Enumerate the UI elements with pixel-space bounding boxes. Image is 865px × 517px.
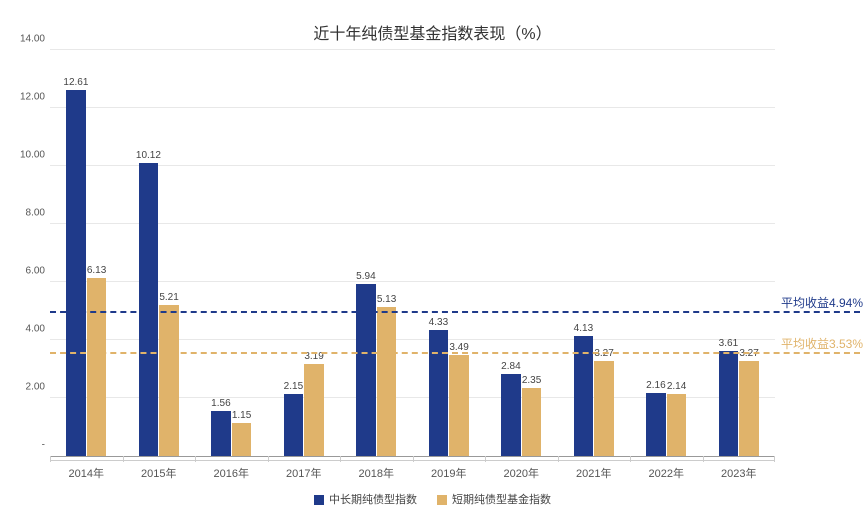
bar	[646, 393, 665, 456]
bar-value-label: 2.84	[491, 361, 531, 372]
xtick-label: 2015年	[123, 460, 196, 480]
bar	[356, 284, 375, 456]
xtick-label: 2018年	[340, 460, 413, 480]
xtick-label: 2016年	[195, 460, 268, 480]
bar	[449, 355, 468, 456]
ytick-label: 12.00	[5, 92, 45, 103]
bar-value-label: 5.21	[149, 292, 189, 303]
bar-value-label: 1.56	[201, 398, 241, 409]
legend-label: 中长期纯债型指数	[329, 494, 417, 506]
category-group: 2021年4.133.27	[558, 50, 631, 456]
bar-value-label: 2.35	[512, 375, 552, 386]
ytick-label: -	[5, 440, 45, 451]
xtick-label: 2022年	[630, 460, 703, 480]
bar	[594, 361, 613, 456]
legend-item: 短期纯债型基金指数	[437, 491, 551, 507]
bar-value-label: 10.12	[128, 150, 168, 161]
legend-swatch	[314, 495, 324, 505]
ytick-label: 10.00	[5, 150, 45, 161]
bar	[377, 307, 396, 456]
bar	[159, 305, 178, 456]
bar	[232, 423, 251, 456]
bar	[87, 278, 106, 456]
bar-value-label: 6.13	[77, 265, 117, 276]
legend-label: 短期纯债型基金指数	[452, 494, 551, 506]
category-group: 2023年3.613.27	[703, 50, 776, 456]
xtick-label: 2021年	[558, 460, 631, 480]
bar-value-label: 2.14	[657, 381, 697, 392]
plot-area: -2.004.006.008.0010.0012.0014.002014年12.…	[50, 50, 775, 457]
xtick-label: 2020年	[485, 460, 558, 480]
chart-title: 近十年纯债型基金指数表现（%）	[10, 20, 855, 44]
legend-swatch	[437, 495, 447, 505]
bar	[667, 394, 686, 456]
category-group: 2022年2.162.14	[630, 50, 703, 456]
category-group: 2015年10.125.21	[123, 50, 196, 456]
xtick-label: 2019年	[413, 460, 486, 480]
category-group: 2020年2.842.35	[485, 50, 558, 456]
ytick-label: 2.00	[5, 382, 45, 393]
bar	[501, 374, 520, 456]
bar	[719, 351, 738, 456]
xtick-label: 2014年	[50, 460, 123, 480]
bar	[522, 388, 541, 456]
bar-value-label: 12.61	[56, 77, 96, 88]
legend: 中长期纯债型指数 短期纯债型基金指数	[0, 491, 865, 507]
bar	[139, 163, 158, 456]
ytick-label: 14.00	[5, 34, 45, 45]
bar-value-label: 5.13	[367, 294, 407, 305]
avg-line	[50, 352, 860, 354]
avg-label: 平均收益4.94%	[781, 294, 863, 311]
bond-fund-chart: 近十年纯债型基金指数表现（%） -2.004.006.008.0010.0012…	[0, 0, 865, 517]
bar-value-label: 3.27	[584, 348, 624, 359]
category-group: 2014年12.616.13	[50, 50, 123, 456]
bar-value-label: 3.27	[729, 348, 769, 359]
category-group: 2019年4.333.49	[413, 50, 486, 456]
ytick-label: 6.00	[5, 266, 45, 277]
avg-line	[50, 311, 860, 313]
bar	[304, 364, 323, 457]
bar	[284, 394, 303, 456]
legend-item: 中长期纯债型指数	[314, 491, 417, 507]
category-group: 2016年1.561.15	[195, 50, 268, 456]
bar-value-label: 5.94	[346, 271, 386, 282]
bar-value-label: 4.13	[563, 323, 603, 334]
bar-value-label: 4.33	[418, 317, 458, 328]
ytick-label: 4.00	[5, 324, 45, 335]
xtick-label: 2017年	[268, 460, 341, 480]
bar	[739, 361, 758, 456]
bar-value-label: 1.15	[222, 410, 262, 421]
ytick-label: 8.00	[5, 208, 45, 219]
xtick-label: 2023年	[703, 460, 776, 480]
avg-label: 平均收益3.53%	[781, 335, 863, 352]
category-group: 2018年5.945.13	[340, 50, 413, 456]
category-group: 2017年2.153.19	[268, 50, 341, 456]
